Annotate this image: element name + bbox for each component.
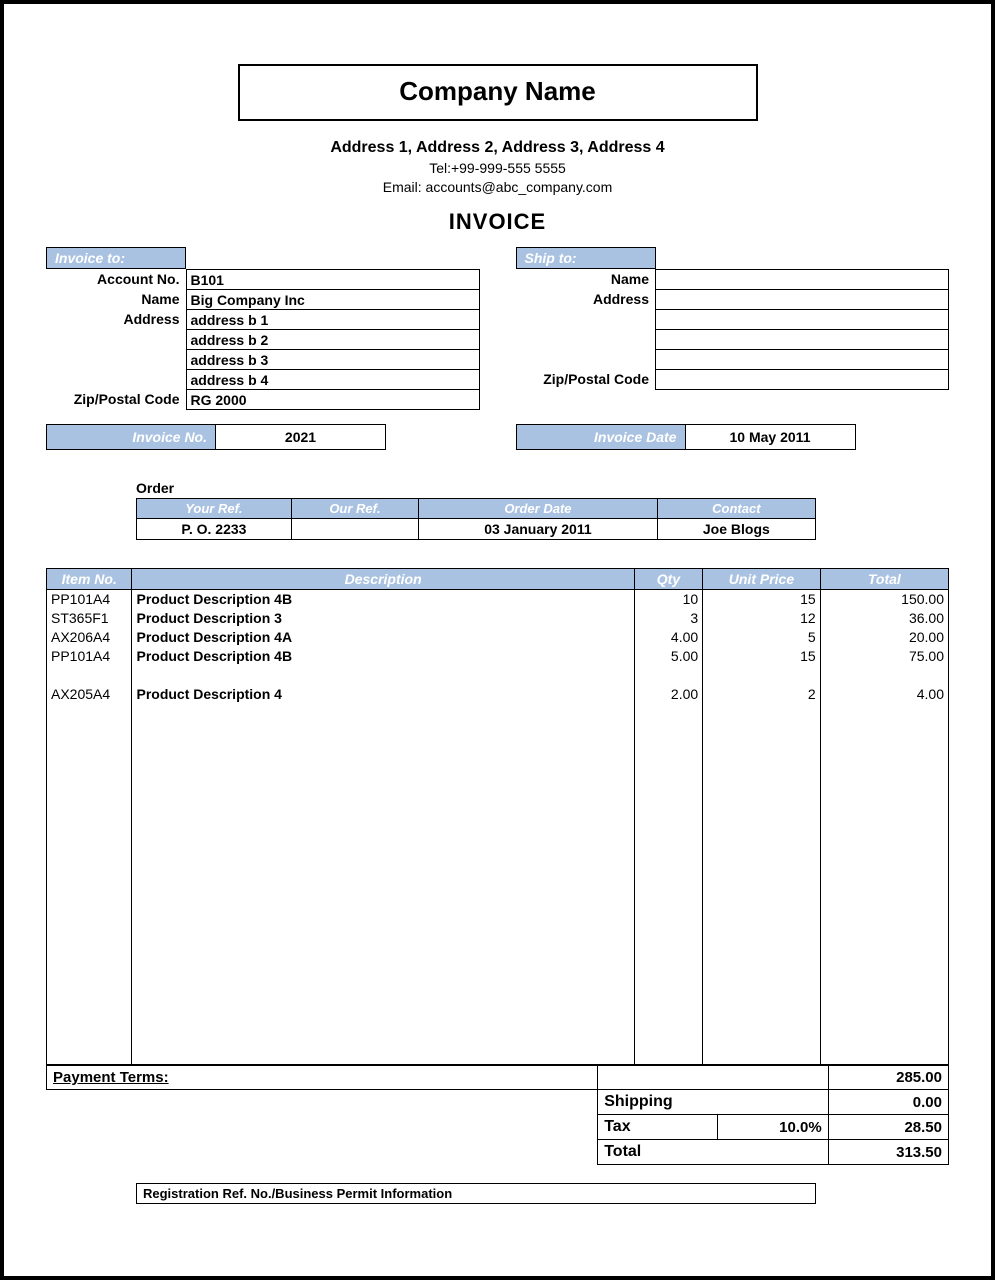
item-cell: Product Description 4: [132, 685, 634, 704]
value-address-2: address b 2: [186, 330, 479, 350]
ship-value-address-2: [656, 310, 949, 330]
order-val-2: 03 January 2011: [419, 519, 658, 540]
payment-terms-label: Payment Terms:: [47, 1066, 598, 1090]
item-cell: 2.00: [634, 685, 702, 704]
invoice-no-label: Invoice No.: [46, 424, 216, 450]
item-cell: Product Description 4B: [132, 590, 634, 609]
items-block: Item No. Description Qty Unit Price Tota…: [46, 568, 949, 1165]
company-email: Email: accounts@abc_company.com: [46, 179, 949, 195]
items-col-desc: Description: [132, 569, 634, 590]
item-cell: Product Description 4B: [132, 647, 634, 666]
order-val-0: P. O. 2233: [137, 519, 292, 540]
order-val-1: [291, 519, 418, 540]
ship-value-zip: [656, 370, 949, 390]
items-col-qty: Qty: [634, 569, 702, 590]
invoice-to-block: Invoice to: Account No. B101 Name Big Co…: [46, 247, 480, 410]
value-address-1: address b 1: [186, 310, 479, 330]
order-block: Order Your Ref. Our Ref. Order Date Cont…: [136, 480, 816, 540]
item-row: AX206A4Product Description 4A4.00520.00: [47, 628, 949, 647]
tax-value: 28.50: [828, 1115, 948, 1140]
total-label: Total: [598, 1140, 829, 1165]
value-zip: RG 2000: [186, 390, 479, 410]
ship-value-address-4: [656, 350, 949, 370]
registration-info: Registration Ref. No./Business Permit In…: [136, 1183, 816, 1204]
invoice-date-value: 10 May 2011: [686, 424, 856, 450]
item-cell: ST365F1: [47, 609, 132, 628]
invoice-page: Company Name Address 1, Address 2, Addre…: [0, 0, 995, 1280]
invoice-to-header: Invoice to:: [46, 247, 186, 269]
ship-label-name: Name: [516, 270, 656, 290]
item-cell: 4.00: [634, 628, 702, 647]
company-contact-block: Address 1, Address 2, Address 3, Address…: [46, 139, 949, 195]
item-cell: 10: [634, 590, 702, 609]
items-col-total: Total: [820, 569, 948, 590]
item-cell: Product Description 4A: [132, 628, 634, 647]
company-address: Address 1, Address 2, Address 3, Address…: [46, 139, 949, 157]
item-cell: 3: [634, 609, 702, 628]
ship-to-header: Ship to:: [516, 247, 656, 269]
item-cell: PP101A4: [47, 647, 132, 666]
invoice-date-label: Invoice Date: [516, 424, 686, 450]
subtotal-value: 285.00: [828, 1066, 948, 1090]
item-row: AX205A4Product Description 42.0024.00: [47, 685, 949, 704]
item-row: PP101A4Product Description 4B5.001575.00: [47, 647, 949, 666]
tax-label: Tax: [598, 1115, 718, 1140]
item-cell: PP101A4: [47, 590, 132, 609]
item-cell: 2: [703, 685, 821, 704]
item-cell: 75.00: [820, 647, 948, 666]
item-cell: 4.00: [820, 685, 948, 704]
value-name: Big Company Inc: [186, 290, 479, 310]
invoice-date-cell: Invoice Date 10 May 2011: [516, 424, 950, 450]
shipping-value: 0.00: [828, 1090, 948, 1115]
label-name: Name: [46, 290, 186, 310]
shipping-label: Shipping: [598, 1090, 829, 1115]
item-cell: 15: [703, 647, 821, 666]
label-address: Address: [46, 310, 186, 330]
ship-value-name: [656, 270, 949, 290]
ship-value-address-3: [656, 330, 949, 350]
items-col-price: Unit Price: [703, 569, 821, 590]
item-cell: 20.00: [820, 628, 948, 647]
item-cell: 36.00: [820, 609, 948, 628]
order-col-1: Our Ref.: [291, 499, 418, 519]
ship-value-address-1: [656, 290, 949, 310]
ship-to-block: Ship to: Name Address Zip/Postal Code: [516, 247, 950, 410]
ship-label-zip: Zip/Postal Code: [516, 370, 656, 390]
item-row: ST365F1Product Description 331236.00: [47, 609, 949, 628]
order-col-3: Contact: [657, 499, 815, 519]
invoice-no-cell: Invoice No. 2021: [46, 424, 480, 450]
item-cell: AX206A4: [47, 628, 132, 647]
company-name-box: Company Name: [238, 64, 758, 121]
company-tel: Tel:+99-999-555 5555: [46, 160, 949, 176]
item-row: PP101A4Product Description 4B1015150.00: [47, 590, 949, 609]
item-cell: 5.00: [634, 647, 702, 666]
order-col-0: Your Ref.: [137, 499, 292, 519]
item-cell: 150.00: [820, 590, 948, 609]
ship-label-address: Address: [516, 290, 656, 310]
order-caption: Order: [136, 480, 816, 496]
order-col-2: Order Date: [419, 499, 658, 519]
invoice-no-value: 2021: [216, 424, 386, 450]
item-cell: AX205A4: [47, 685, 132, 704]
label-account-no: Account No.: [46, 270, 186, 290]
item-row: [47, 666, 949, 685]
item-cell: 15: [703, 590, 821, 609]
item-cell: 12: [703, 609, 821, 628]
item-cell: 5: [703, 628, 821, 647]
item-cell: Product Description 3: [132, 609, 634, 628]
items-col-item: Item No.: [47, 569, 132, 590]
value-account-no: B101: [186, 270, 479, 290]
order-val-3: Joe Blogs: [657, 519, 815, 540]
total-value: 313.50: [828, 1140, 948, 1165]
value-address-3: address b 3: [186, 350, 479, 370]
tax-rate: 10.0%: [718, 1115, 828, 1140]
label-zip: Zip/Postal Code: [46, 390, 186, 410]
value-address-4: address b 4: [186, 370, 479, 390]
invoice-title: INVOICE: [46, 209, 949, 235]
